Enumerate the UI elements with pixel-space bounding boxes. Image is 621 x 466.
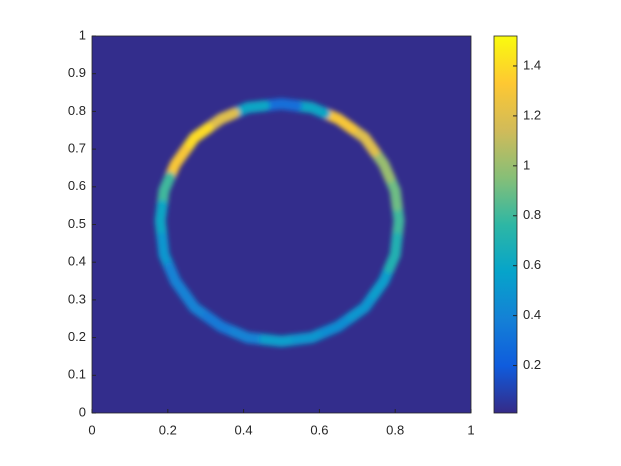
heat-cell	[228, 326, 270, 345]
colorbar-tick-label: 1	[523, 157, 530, 172]
y-tick-label: 0.4	[68, 254, 86, 269]
y-tick-label: 0.6	[68, 178, 86, 193]
ring	[154, 98, 405, 347]
y-tick-label: 0	[79, 404, 86, 419]
y-tick-label: 0.2	[68, 329, 86, 344]
colorbar-tick-label: 0.6	[523, 257, 541, 272]
heat-cell	[154, 200, 168, 244]
y-tick-label: 0.5	[68, 216, 86, 231]
colorbar-tick-label: 0.2	[523, 357, 541, 372]
colorbar-tick-label: 0.4	[523, 307, 541, 322]
colorbar-tick-label: 0.8	[523, 207, 541, 222]
x-tick-label: 0.4	[235, 422, 253, 437]
colorbar-tick-label: 1.2	[523, 107, 541, 122]
x-tick-label: 0	[88, 422, 95, 437]
colorbar	[493, 35, 518, 414]
y-tick-label: 0.3	[68, 291, 86, 306]
y-tick-label: 0.1	[68, 367, 86, 382]
y-tick-label: 0.8	[68, 103, 86, 118]
x-tick-label: 0.6	[310, 422, 328, 437]
x-tick-label: 0.2	[159, 422, 177, 437]
x-tick-label: 0.8	[386, 422, 404, 437]
x-tick-label: 1	[467, 422, 474, 437]
y-tick-label: 1	[79, 27, 86, 42]
heat-cell	[384, 232, 403, 274]
heatmap-background	[92, 36, 471, 413]
colorbar-tick-label: 1.4	[523, 57, 541, 72]
heat-cell	[258, 98, 303, 112]
y-tick-label: 0.7	[68, 141, 86, 156]
y-tick-label: 0.9	[68, 65, 86, 80]
